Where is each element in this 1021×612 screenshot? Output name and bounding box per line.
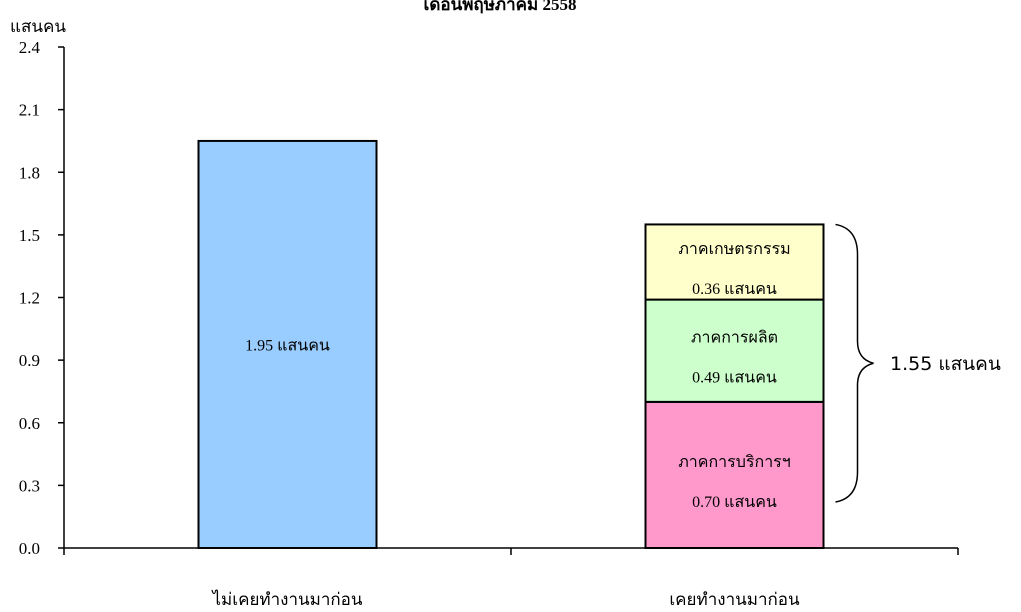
y-tick-label: 0.3 bbox=[19, 476, 40, 495]
y-tick-label: 0.6 bbox=[19, 414, 40, 433]
segment-name-label: ภาคการบริการฯ bbox=[678, 454, 791, 471]
bar-segment bbox=[644, 223, 825, 301]
y-tick-label: 2.4 bbox=[19, 38, 41, 57]
y-tick-label: 1.5 bbox=[19, 226, 40, 245]
y-tick-label: 0.9 bbox=[19, 351, 40, 370]
bar-segment bbox=[644, 400, 825, 549]
y-tick-label: 0.0 bbox=[19, 539, 40, 558]
x-category-label: เคยทำงานมาก่อน bbox=[669, 590, 800, 609]
segment-value-label: 1.95 แสนคน bbox=[245, 337, 330, 354]
total-brace-group: 1.55 แสนคน bbox=[835, 223, 1001, 503]
y-tick-label: 2.1 bbox=[19, 101, 40, 120]
total-brace bbox=[835, 223, 874, 503]
bar-segment bbox=[197, 139, 378, 549]
chart-title: เดือนพฤษภาคม 2558 bbox=[424, 0, 577, 14]
x-axis: ไม่เคยทำงานมาก่อน เคยทำงานมาก่อน bbox=[63, 547, 959, 609]
segment-name-label: ภาคการผลิต bbox=[691, 330, 778, 347]
segment-value-label: 0.70 แสนคน bbox=[692, 494, 777, 511]
bar-segment bbox=[644, 298, 825, 403]
bars-group bbox=[197, 139, 825, 549]
y-axis: 0.0 0.3 0.6 0.9 1.2 1.5 1.8 2.1 2.4 bbox=[19, 38, 65, 558]
x-category-label: ไม่เคยทำงานมาก่อน bbox=[211, 589, 363, 609]
segment-value-label: 0.36 แสนคน bbox=[692, 281, 777, 298]
y-tick-label: 1.8 bbox=[19, 163, 40, 182]
y-axis-label: แสนคน bbox=[10, 17, 66, 36]
total-label: 1.55 แสนคน bbox=[890, 353, 1001, 375]
segment-value-label: 0.49 แสนคน bbox=[692, 370, 777, 387]
segment-name-label: ภาคเกษตรกรรม bbox=[678, 241, 790, 258]
y-tick-label: 1.2 bbox=[19, 289, 40, 308]
